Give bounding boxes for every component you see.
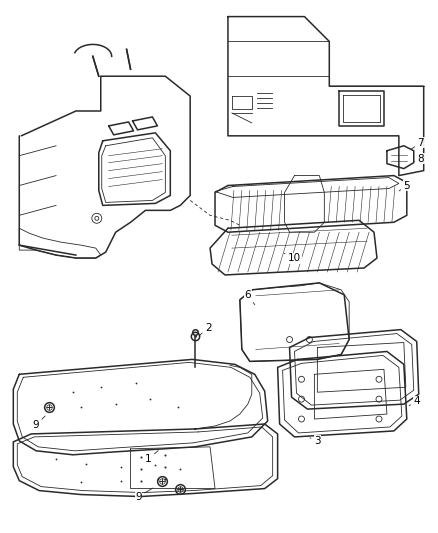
Text: 1: 1 bbox=[145, 450, 158, 464]
Text: 9: 9 bbox=[33, 416, 45, 430]
Text: 6: 6 bbox=[244, 290, 255, 305]
Text: 8: 8 bbox=[413, 154, 424, 164]
Text: 10: 10 bbox=[284, 253, 301, 263]
Text: 7: 7 bbox=[411, 138, 424, 149]
Text: 5: 5 bbox=[399, 181, 410, 191]
Text: 3: 3 bbox=[310, 436, 321, 446]
Text: 4: 4 bbox=[409, 396, 420, 406]
Text: 2: 2 bbox=[199, 322, 212, 336]
Text: 9: 9 bbox=[135, 488, 153, 502]
